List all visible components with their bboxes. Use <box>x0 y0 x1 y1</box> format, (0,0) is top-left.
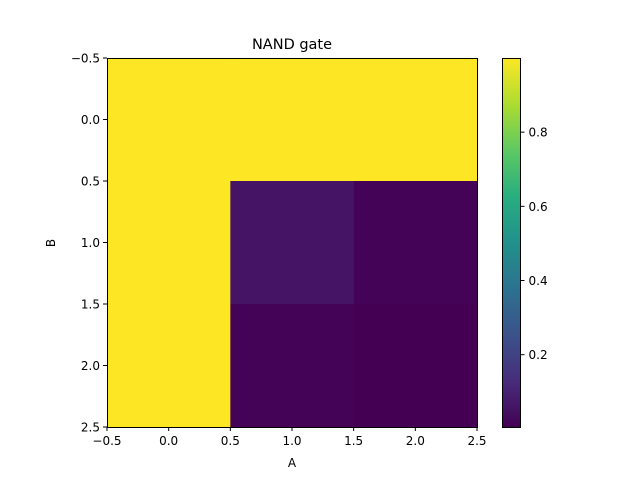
y-tick-label: 0.5 <box>81 175 100 189</box>
colorbar-ticks: 0.2 0.4 0.6 0.8 <box>520 126 548 362</box>
y-tick-label: 2.0 <box>81 359 100 373</box>
colorbar-tick-label: 0.2 <box>529 348 548 362</box>
heatmap-cell-r2-c1 <box>230 304 354 428</box>
y-tick-label: −0.5 <box>71 52 100 66</box>
y-tick-label: 1.0 <box>81 236 100 250</box>
x-tick-label: 2.5 <box>467 434 486 448</box>
chart-title: NAND gate <box>252 37 332 53</box>
x-tick-label: 2.0 <box>406 434 425 448</box>
colorbar <box>502 58 521 427</box>
y-axis-ticks: −0.5 0.0 0.5 1.0 1.5 2.0 2.5 <box>71 52 107 435</box>
y-tick-label: 0.0 <box>81 113 100 127</box>
heatmap-cell-r0-c1 <box>230 58 354 182</box>
colorbar-tick-label: 0.6 <box>529 200 548 214</box>
x-tick-label: 0.0 <box>159 434 178 448</box>
heatmap-cell-r2-c2 <box>353 304 478 428</box>
y-tick-label: 1.5 <box>81 298 100 312</box>
y-axis-label: B <box>44 239 58 247</box>
x-tick-label: 0.5 <box>221 434 240 448</box>
x-axis-ticks: −0.5 0.0 0.5 1.0 1.5 2.0 2.5 <box>92 427 487 448</box>
heatmap-cell-r1-c2 <box>353 181 478 305</box>
heatmap-cell-r0-c2 <box>353 58 478 182</box>
colorbar-frame <box>502 58 521 428</box>
colorbar-tick-label: 0.4 <box>529 274 548 288</box>
heatmap-cell-r1-c0 <box>107 181 231 305</box>
x-tick-label: 1.0 <box>282 434 301 448</box>
colorbar-tick-label: 0.8 <box>529 126 548 140</box>
heatmap-cells <box>107 58 478 428</box>
heatmap-cell-r1-c1 <box>230 181 354 305</box>
x-tick-label: −0.5 <box>92 434 121 448</box>
y-tick-label: 2.5 <box>81 421 100 435</box>
x-tick-label: 1.5 <box>344 434 363 448</box>
heatmap-cell-r0-c0 <box>107 58 231 182</box>
x-axis-label: A <box>288 456 297 470</box>
heatmap-cell-r2-c0 <box>107 304 231 428</box>
